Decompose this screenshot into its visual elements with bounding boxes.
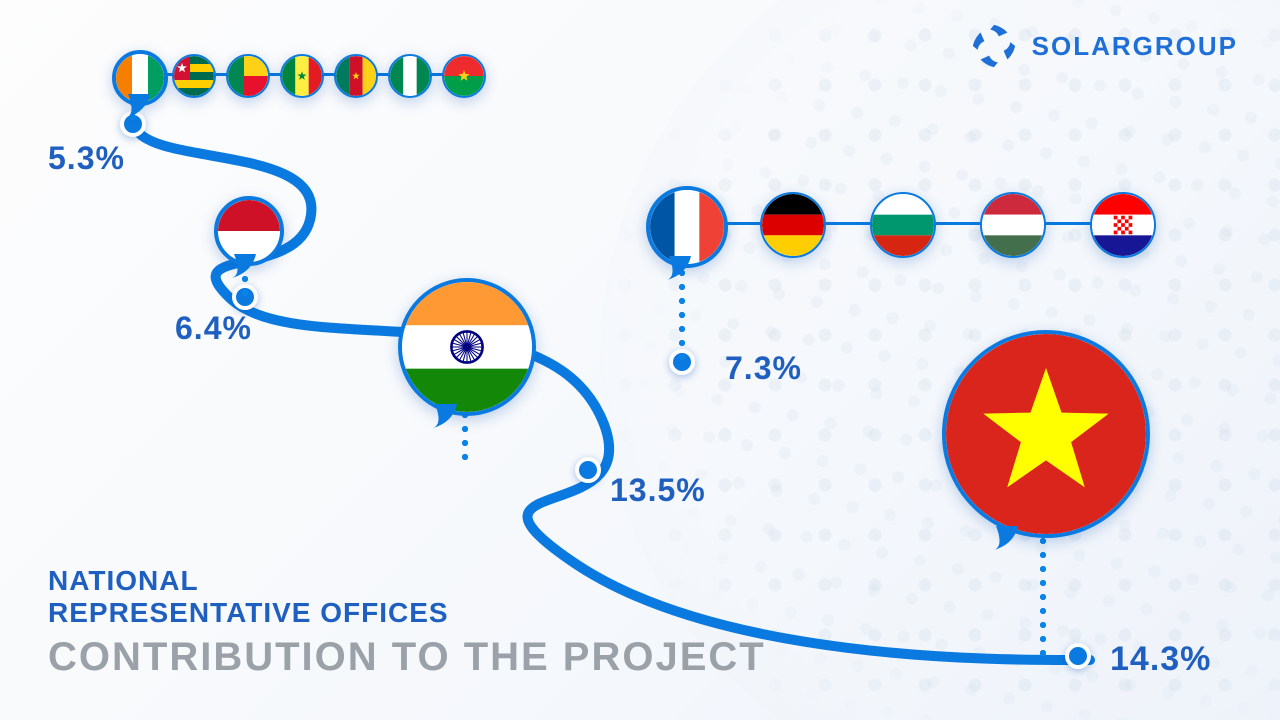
percent-label: 6.4% [175,310,252,347]
flag-bubble-croatia [1090,192,1156,258]
title-line-2: REPRESENTATIVE OFFICES [48,597,766,629]
bubble-tail [992,526,1022,550]
percent-label: 14.3% [1110,640,1211,679]
flag-bubble-togo [172,54,216,98]
flag-bubble-benin [226,54,270,98]
flag-bubble-bulgaria [870,192,936,258]
bubble-tail [124,94,154,118]
title-line-3: CONTRIBUTION TO THE PROJECT [48,635,766,680]
flag-bubble-senegal [280,54,324,98]
title-line-1: NATIONAL [48,565,766,597]
flag-bubble-germany [760,192,826,258]
bubble-tail [431,404,461,428]
infographic-title: NATIONAL REPRESENTATIVE OFFICES CONTRIBU… [48,565,766,680]
flag-bubble-cameroon [334,54,378,98]
percent-label: 7.3% [725,350,802,387]
flag-bubble-vietnam [942,330,1150,538]
dotted-connector [1040,520,1046,660]
flag-bubble-nigeria [388,54,432,98]
flag-bubble-burkina_faso [442,54,486,98]
bubble-tail [230,254,260,278]
percent-label: 13.5% [610,472,706,509]
percent-label: 5.3% [48,140,125,177]
infographic-stage: SOLARGROUP NATIONAL REPRESENTATIVE OFFIC… [0,0,1280,720]
flag-bubble-india [398,278,536,416]
brand-logo: SOLARGROUP [970,22,1238,70]
path-node [1065,643,1091,669]
brand-name: SOLARGROUP [1032,31,1238,62]
path-node [575,457,601,483]
solargroup-logo-icon [970,22,1018,70]
bubble-tail [665,256,695,280]
flag-bubble-hungary [980,192,1046,258]
